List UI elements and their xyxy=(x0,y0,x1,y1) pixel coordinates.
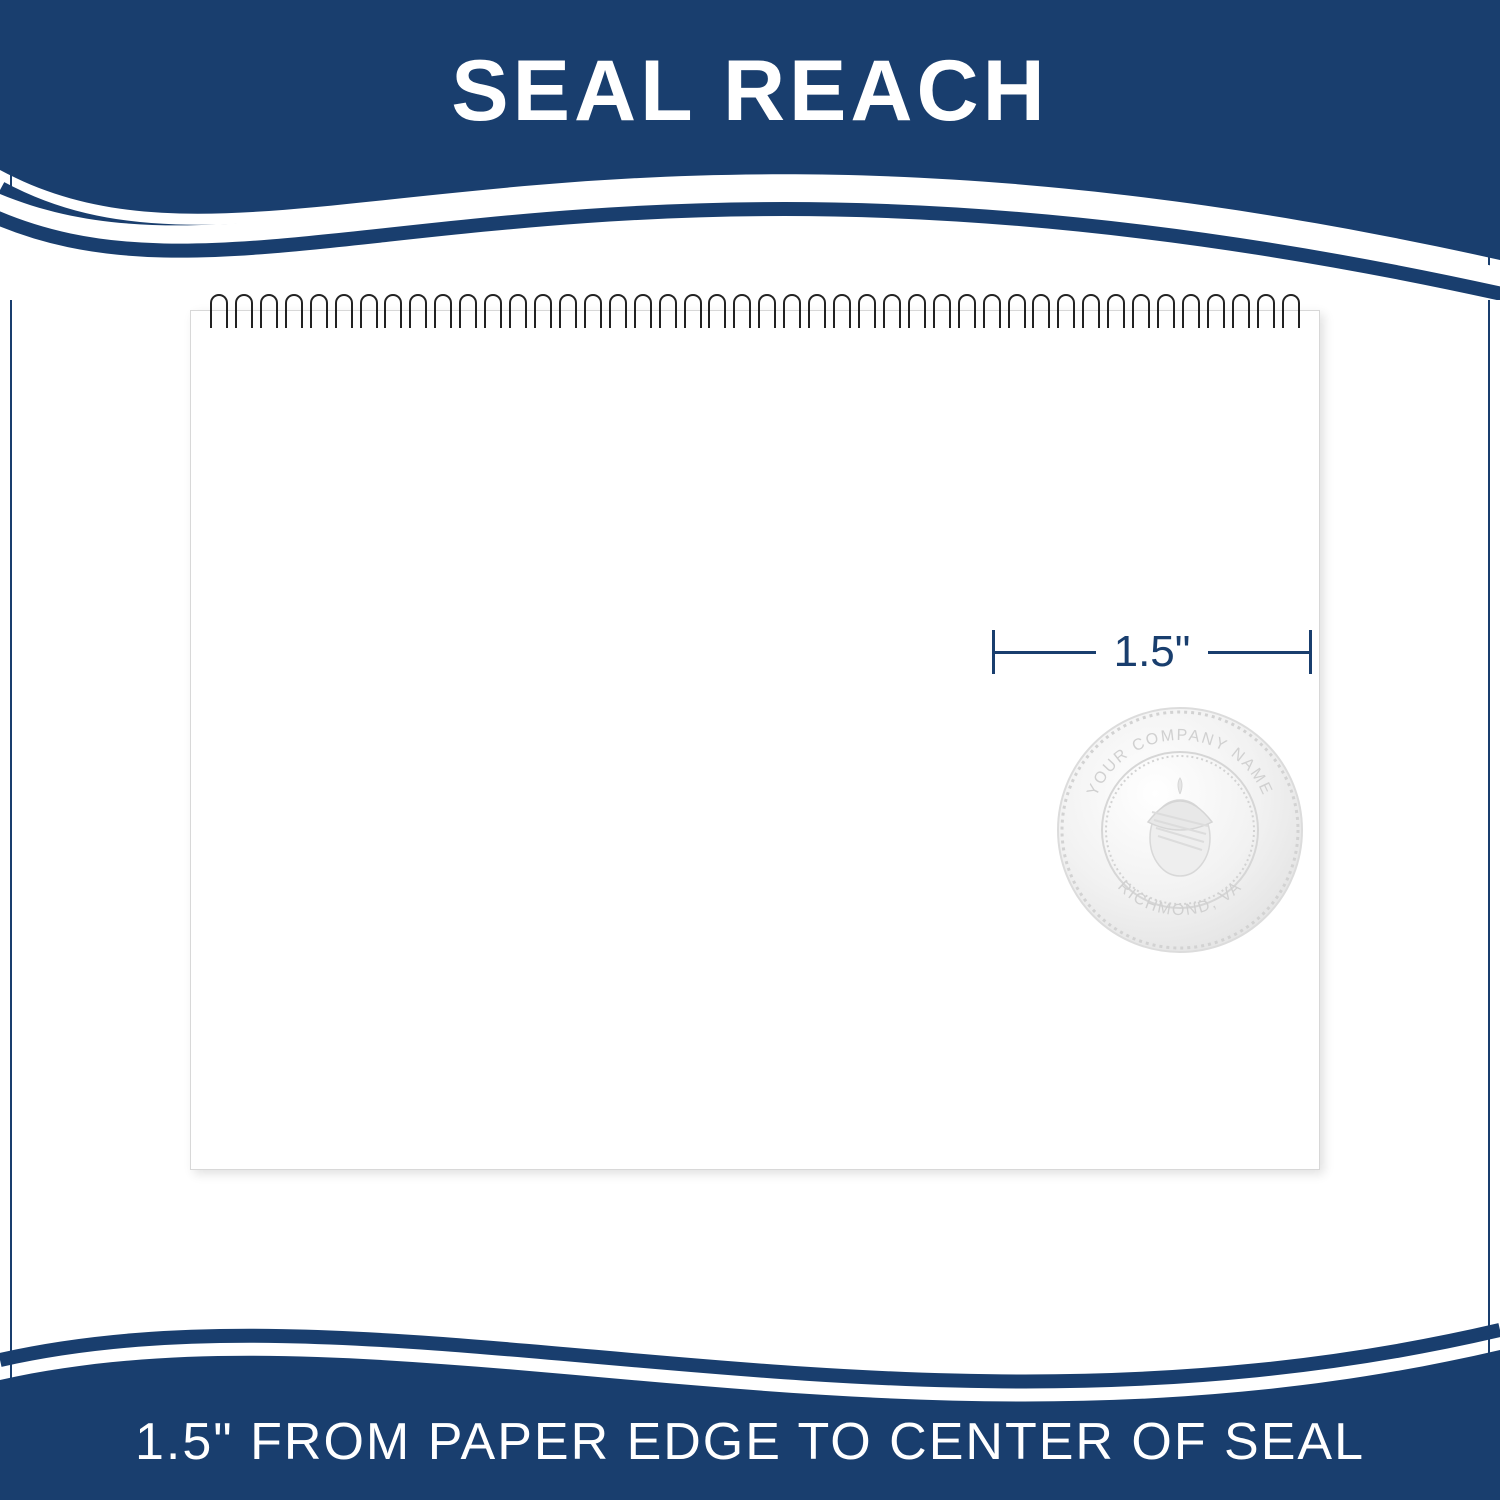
spiral-ring xyxy=(684,294,702,328)
spiral-ring xyxy=(1057,294,1075,328)
spiral-ring xyxy=(1032,294,1050,328)
spiral-ring xyxy=(758,294,776,328)
spiral-ring xyxy=(634,294,652,328)
spiral-ring xyxy=(210,294,228,328)
spiral-ring xyxy=(908,294,926,328)
spiral-ring xyxy=(484,294,502,328)
spiral-ring xyxy=(958,294,976,328)
spiral-ring xyxy=(260,294,278,328)
spiral-ring xyxy=(659,294,677,328)
spiral-ring xyxy=(933,294,951,328)
subtitle-text: 1.5" FROM PAPER EDGE TO CENTER OF SEAL xyxy=(0,1412,1500,1472)
spiral-ring xyxy=(708,294,726,328)
spiral-ring xyxy=(409,294,427,328)
spiral-ring xyxy=(384,294,402,328)
spiral-ring xyxy=(1282,294,1300,328)
spiral-ring xyxy=(1082,294,1100,328)
spiral-ring xyxy=(609,294,627,328)
spiral-ring xyxy=(883,294,901,328)
spiral-ring xyxy=(434,294,452,328)
spiral-ring xyxy=(858,294,876,328)
spiral-ring xyxy=(559,294,577,328)
spiral-ring xyxy=(534,294,552,328)
page-title: SEAL REACH xyxy=(0,42,1500,141)
spiral-ring xyxy=(235,294,253,328)
spiral-ring xyxy=(1232,294,1250,328)
spiral-ring xyxy=(833,294,851,328)
spiral-ring xyxy=(733,294,751,328)
measure-line-left xyxy=(995,651,1096,654)
spiral-ring xyxy=(1008,294,1026,328)
notebook: 1.5" xyxy=(190,290,1320,1170)
spiral-ring xyxy=(983,294,1001,328)
spiral-ring xyxy=(285,294,303,328)
spiral-ring xyxy=(1157,294,1175,328)
embossed-seal: YOUR COMPANY NAME RICHMOND, VA xyxy=(1050,700,1310,960)
spiral-ring xyxy=(1257,294,1275,328)
spiral-ring xyxy=(808,294,826,328)
measurement-label: 1.5" xyxy=(1096,627,1209,677)
spiral-ring xyxy=(584,294,602,328)
measure-cap-right xyxy=(1309,630,1312,674)
spiral-ring xyxy=(1107,294,1125,328)
measure-line-right xyxy=(1208,651,1309,654)
spiral-ring xyxy=(509,294,527,328)
spiral-ring xyxy=(459,294,477,328)
measurement-indicator: 1.5" xyxy=(992,622,1312,682)
spiral-ring xyxy=(1132,294,1150,328)
spiral-binding xyxy=(210,290,1300,330)
spiral-ring xyxy=(1207,294,1225,328)
spiral-ring xyxy=(335,294,353,328)
spiral-ring xyxy=(360,294,378,328)
bottom-wave-band xyxy=(0,1320,1500,1500)
spiral-ring xyxy=(310,294,328,328)
spiral-ring xyxy=(1182,294,1200,328)
spiral-ring xyxy=(783,294,801,328)
